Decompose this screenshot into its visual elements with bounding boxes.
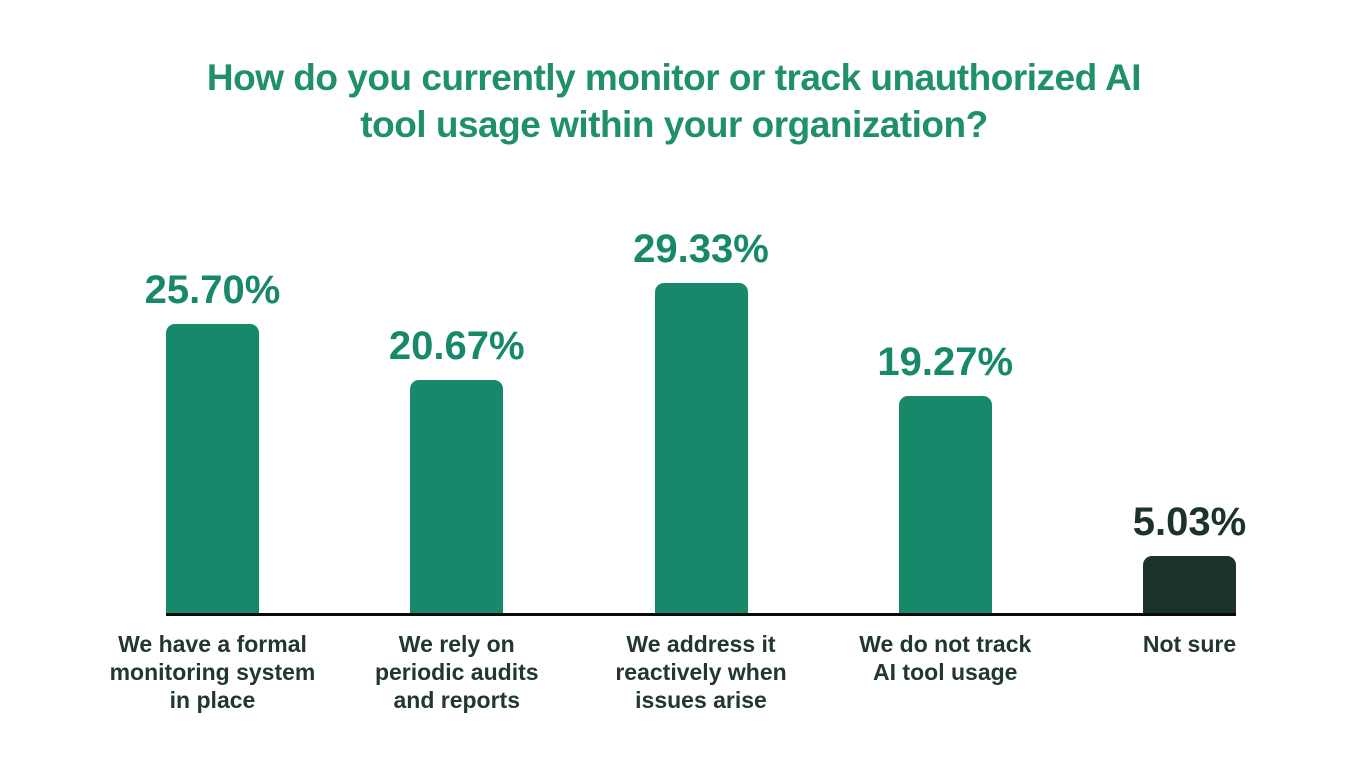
bar-column: 25.70% We have a formal monitoring system i… xyxy=(110,270,316,713)
bar-category-label: We do not track AI tool usage xyxy=(810,630,1080,686)
bar xyxy=(898,396,992,613)
bar xyxy=(410,380,504,613)
bar-category-label-line: monitoring system xyxy=(109,659,316,685)
bar-value-label: 19.27% xyxy=(877,340,1014,384)
bar-category-label: We rely on periodic audits and reports xyxy=(322,630,592,714)
chart-title: How do you currently monitor or track un… xyxy=(0,54,1348,148)
bar-value-label: 29.33% xyxy=(633,227,769,271)
bar-category-label: We have a formal monitoring system in plac… xyxy=(78,630,348,714)
bar-category-label-line: We have a formal xyxy=(118,631,307,657)
bar-category-label-line: Not sure xyxy=(1142,631,1237,657)
bar-category-label-line: We do not track xyxy=(859,631,1032,657)
bar-category-label: Not sure xyxy=(1055,630,1325,658)
bar xyxy=(166,324,259,613)
bar-category-label-line: reactively when xyxy=(615,659,787,685)
bar-category-label-line: We rely on xyxy=(398,631,515,657)
bar-chart: 25.70% We have a formal monitoring system i… xyxy=(110,0,1247,713)
bar-category-label-line: We address it xyxy=(626,631,776,657)
bar-value-label: 5.03% xyxy=(1132,500,1247,544)
bar-category-label-line: periodic audits xyxy=(374,659,539,685)
bar-category-label-line: issues arise xyxy=(635,687,767,713)
bar-category-label-line: in place xyxy=(169,687,256,713)
bar-column: 20.67% We rely on periodic audits and repor… xyxy=(375,326,539,713)
bar-category-label-line: and reports xyxy=(393,687,521,713)
bar xyxy=(1143,556,1236,613)
x-axis-line xyxy=(166,613,1236,616)
bar-column: 19.27% We do not track AI tool usage xyxy=(859,342,1031,685)
bar xyxy=(654,283,748,613)
bar-category-label: We address it reactively when issues arise xyxy=(566,630,836,714)
chart-title-line: tool usage within your organization? xyxy=(360,104,988,145)
bar-column: 5.03% Not sure xyxy=(1133,502,1246,657)
bar-column: 29.33% We address it reactively when issues… xyxy=(615,229,786,713)
bar-value-label: 20.67% xyxy=(388,324,525,368)
bar-category-label-line: AI tool usage xyxy=(873,659,1018,685)
bar-value-label: 25.70% xyxy=(144,268,281,312)
chart-title-line: How do you currently monitor or track un… xyxy=(206,57,1142,98)
